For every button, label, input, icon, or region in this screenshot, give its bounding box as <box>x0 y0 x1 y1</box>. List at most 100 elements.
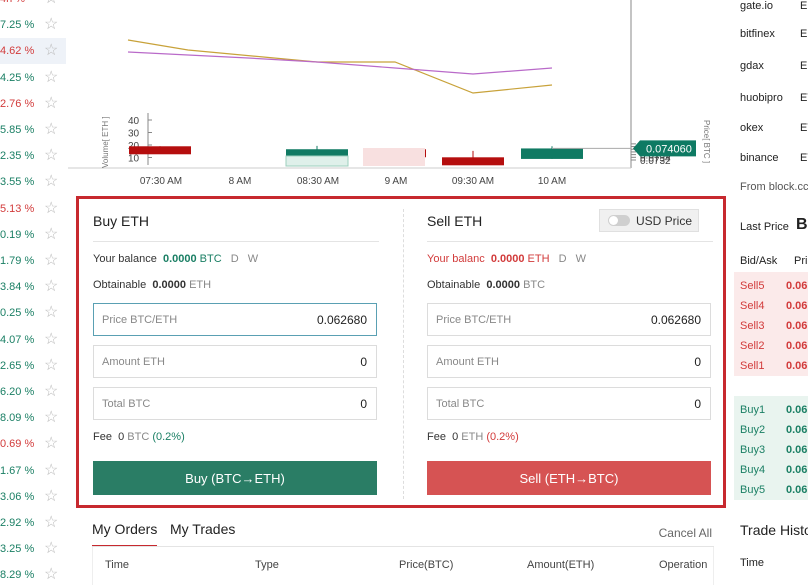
column-header: Time <box>105 559 130 571</box>
watchlist-row[interactable]: 4n % ☆ <box>0 0 66 12</box>
change-percent: 8.29 % <box>0 569 35 582</box>
watchlist-row[interactable]: 0.25 % ☆ <box>0 300 66 326</box>
watchlist-row[interactable]: 3.55 % ☆ <box>0 169 66 195</box>
watchlist-row[interactable]: 2.92 % ☆ <box>0 510 66 536</box>
change-percent: 2.76 % <box>0 97 35 110</box>
star-icon[interactable]: ☆ <box>44 540 59 558</box>
usd-price-toggle[interactable]: USD Price <box>599 209 699 232</box>
star-icon[interactable]: ☆ <box>44 330 59 348</box>
sell-price-input[interactable]: Price BTC/ETH 0.062680 <box>427 303 711 336</box>
deposit-link[interactable]: D <box>558 253 567 265</box>
exchange-value: ET <box>800 92 808 104</box>
price-chart: 0.07440.07420.07400.07380.07360.07340.07… <box>68 0 718 194</box>
tab-my-orders[interactable]: My Orders <box>92 521 158 547</box>
star-icon[interactable]: ☆ <box>44 16 59 34</box>
watchlist-row[interactable]: 2.65 % ☆ <box>0 353 66 379</box>
star-icon[interactable]: ☆ <box>44 42 59 60</box>
candle-body <box>442 157 504 166</box>
sell-total-input[interactable]: Total BTC 0 <box>427 387 711 420</box>
market-watchlist: 4n % ☆ 7.25 % ☆ 4.62 % ☆ 4.25 % ☆ 2.76 % ☆ 5.85 % ☆… <box>0 0 68 585</box>
buy-amount-input[interactable]: Amount ETH 0 <box>93 345 377 378</box>
watchlist-row[interactable]: 6.20 % ☆ <box>0 379 66 405</box>
watchlist-row[interactable]: 3.06 % ☆ <box>0 484 66 510</box>
bid-ask-label: Bid/Ask <box>740 255 778 267</box>
change-percent: 2.92 % <box>0 517 35 529</box>
star-icon[interactable]: ☆ <box>44 514 59 531</box>
buy-level[interactable]: Buy5 <box>740 484 766 496</box>
watchlist-row[interactable]: 5.13 % ☆ <box>0 196 66 222</box>
exchange-name[interactable]: huobipro <box>740 92 783 104</box>
sell-button[interactable]: Sell (ETH→BTC) <box>427 461 711 495</box>
watchlist-row[interactable]: 7.25 % ☆ <box>0 12 66 38</box>
watchlist-row[interactable]: 0.19 % ☆ <box>0 222 66 248</box>
withdraw-link[interactable]: W <box>247 253 259 265</box>
time-label: 08:30 AM <box>297 176 339 187</box>
sell-price: 0.06 <box>786 320 808 332</box>
watchlist-row[interactable]: 4.07 % ☆ <box>0 327 66 353</box>
cancel-all-button[interactable]: Cancel All <box>658 526 712 540</box>
star-icon[interactable]: ☆ <box>44 487 59 505</box>
sell-level[interactable]: Sell1 <box>740 360 765 372</box>
watchlist-row[interactable]: 8.09 % ☆ <box>0 405 66 431</box>
star-icon[interactable]: ☆ <box>44 173 59 191</box>
star-icon[interactable]: ☆ <box>44 147 59 165</box>
buy-button[interactable]: Buy (BTC→ETH) <box>93 461 377 495</box>
watchlist-row[interactable]: 1.67 % ☆ <box>0 458 66 484</box>
column-header: Amount(ETH) <box>527 559 595 571</box>
star-icon[interactable]: ☆ <box>44 409 59 427</box>
volume-axis-label: Volume[ ETH ] <box>101 116 110 168</box>
sell-orders-block <box>734 272 808 376</box>
exchange-value: E <box>800 0 808 12</box>
watchlist-row[interactable]: 3.84 % ☆ <box>0 274 66 300</box>
buy-level[interactable]: Buy2 <box>740 424 766 436</box>
star-icon[interactable]: ☆ <box>44 278 59 296</box>
time-label: 09:30 AM <box>452 176 494 187</box>
star-icon[interactable]: ☆ <box>44 199 59 217</box>
watchlist-row[interactable]: 2.76 % ☆ <box>0 91 66 117</box>
star-icon[interactable]: ☆ <box>44 435 59 453</box>
exchange-name[interactable]: gate.io <box>740 0 774 12</box>
star-icon[interactable]: ☆ <box>44 304 59 322</box>
buy-level[interactable]: Buy3 <box>740 444 766 456</box>
sell-level[interactable]: Sell4 <box>740 300 765 312</box>
exchange-name[interactable]: binance <box>740 152 779 164</box>
star-icon[interactable]: ☆ <box>44 356 59 374</box>
star-icon[interactable]: ☆ <box>44 68 59 86</box>
star-icon[interactable]: ☆ <box>44 566 59 584</box>
price-column-label: Pric <box>794 255 808 267</box>
buy-level[interactable]: Buy4 <box>740 464 766 476</box>
watchlist-row[interactable]: 2.35 % ☆ <box>0 143 66 169</box>
withdraw-link[interactable]: W <box>575 253 587 265</box>
column-header: Operation <box>659 559 708 571</box>
exchange-name[interactable]: bitfinex <box>740 28 775 40</box>
star-icon[interactable]: ☆ <box>44 225 59 243</box>
star-icon[interactable]: ☆ <box>44 383 59 400</box>
watchlist-row[interactable]: 4.25 % ☆ <box>0 65 66 91</box>
watchlist-row[interactable]: 3.25 % ☆ <box>0 536 66 562</box>
star-icon[interactable]: ☆ <box>44 461 59 479</box>
star-icon[interactable]: ☆ <box>44 252 59 269</box>
volume-bar <box>363 148 425 166</box>
buy-balance: Your balance 0.0000 BTC D W <box>93 253 259 265</box>
deposit-link[interactable]: D <box>230 253 239 265</box>
buy-price: 0.06 <box>786 424 808 436</box>
watchlist-row[interactable]: 1.79 % ☆ <box>0 248 66 274</box>
tab-my-trades[interactable]: My Trades <box>170 521 236 537</box>
star-icon[interactable]: ☆ <box>44 94 59 112</box>
buy-price-input[interactable]: Price BTC/ETH 0.062680 <box>93 303 377 336</box>
watchlist-row[interactable]: 4.62 % ☆ <box>0 38 66 65</box>
watchlist-row[interactable]: 5.85 % ☆ <box>0 117 66 143</box>
change-percent: 4.25 % <box>0 71 35 84</box>
sell-level[interactable]: Sell5 <box>740 280 765 292</box>
sell-amount-input[interactable]: Amount ETH 0 <box>427 345 711 378</box>
sell-level[interactable]: Sell3 <box>740 320 765 332</box>
watchlist-row[interactable]: 0.69 % ☆ <box>0 431 66 457</box>
exchange-name[interactable]: gdax <box>740 60 764 72</box>
buy-level[interactable]: Buy1 <box>740 404 766 416</box>
star-icon[interactable]: ☆ <box>44 121 59 138</box>
watchlist-row[interactable]: 8.29 % ☆ <box>0 562 66 588</box>
sell-level[interactable]: Sell2 <box>740 340 765 352</box>
exchange-name[interactable]: okex <box>740 122 764 134</box>
star-icon[interactable]: ☆ <box>44 0 58 9</box>
buy-total-input[interactable]: Total BTC 0 <box>93 387 377 420</box>
